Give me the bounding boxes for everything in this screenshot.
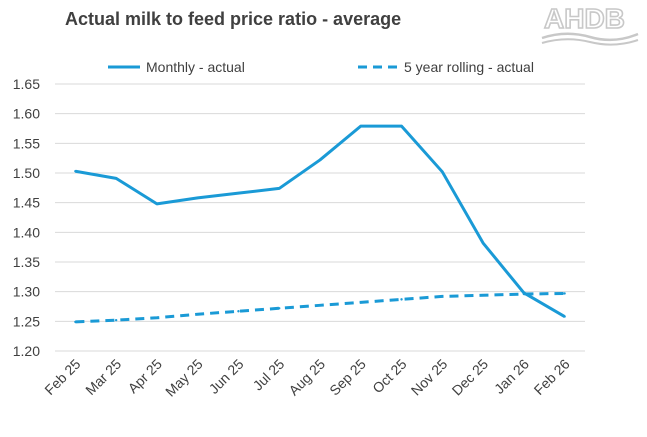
data-point — [318, 158, 322, 162]
data-point — [481, 241, 485, 245]
data-point — [563, 292, 566, 295]
series-line-five-year-rolling-actual — [75, 291, 565, 324]
data-point — [441, 170, 444, 174]
x-tick-label: Oct 25 — [369, 356, 410, 397]
y-tick-label: 1.35 — [13, 254, 40, 270]
x-tick-label: Jun 25 — [206, 356, 247, 397]
data-point — [359, 301, 362, 304]
x-tick-label: May 25 — [162, 356, 206, 400]
x-tick-label: Aug 25 — [285, 356, 328, 399]
x-tick-label: Feb 26 — [531, 356, 573, 398]
x-tick-label: Feb 25 — [41, 356, 83, 398]
data-point — [237, 191, 240, 195]
x-tick-label: Dec 25 — [449, 356, 492, 399]
data-point — [318, 304, 322, 307]
data-point — [114, 318, 118, 322]
y-tick-label: 1.50 — [13, 165, 40, 181]
y-tick-label: 1.60 — [13, 106, 40, 122]
y-tick-label: 1.25 — [13, 313, 40, 329]
data-point — [196, 196, 199, 200]
data-point — [74, 170, 77, 173]
data-point — [196, 313, 199, 316]
x-tick-label: Mar 25 — [82, 356, 124, 398]
series-line-monthly-actual — [75, 124, 566, 318]
data-point — [114, 177, 118, 180]
data-point — [481, 294, 485, 297]
y-tick-label: 1.55 — [13, 135, 40, 151]
data-point — [563, 315, 566, 318]
data-point — [400, 298, 403, 301]
data-point — [441, 295, 444, 298]
svg-text:AHDB: AHDB — [544, 3, 625, 34]
ahdb-logo: AHDB — [541, 2, 639, 46]
x-tick-label: Jan 26 — [491, 356, 532, 397]
data-point — [237, 310, 240, 313]
data-point — [522, 292, 526, 296]
y-tick-label: 1.45 — [13, 195, 40, 211]
x-tick-label: Sep 25 — [326, 356, 369, 399]
x-tick-label: Jul 25 — [250, 356, 288, 394]
data-point — [359, 124, 362, 128]
y-tick-label: 1.30 — [13, 284, 40, 300]
y-tick-label: 1.20 — [13, 343, 40, 359]
legend: Monthly - actual 5 year rolling - actual — [108, 59, 534, 75]
data-point — [155, 202, 159, 206]
y-tick-label: 1.40 — [13, 224, 40, 240]
legend-label: Monthly - actual — [146, 59, 245, 75]
y-tick-label: 1.65 — [13, 76, 40, 92]
data-point — [155, 316, 159, 319]
x-tick-label: Apr 25 — [125, 356, 166, 397]
gridlines — [55, 83, 585, 352]
y-axis-ticks: 1.20 1.25 1.30 1.35 1.40 1.45 1.50 1.55 1.60 1.65 — [13, 76, 40, 359]
series-lines — [74, 124, 566, 324]
data-point — [400, 124, 403, 128]
legend-label: 5 year rolling - actual — [404, 59, 534, 75]
chart-title: Actual milk to feed price ratio - averag… — [65, 9, 402, 29]
data-point — [278, 307, 281, 310]
data-point — [74, 320, 77, 324]
x-tick-label: Nov 25 — [408, 356, 451, 399]
data-point — [278, 187, 281, 190]
